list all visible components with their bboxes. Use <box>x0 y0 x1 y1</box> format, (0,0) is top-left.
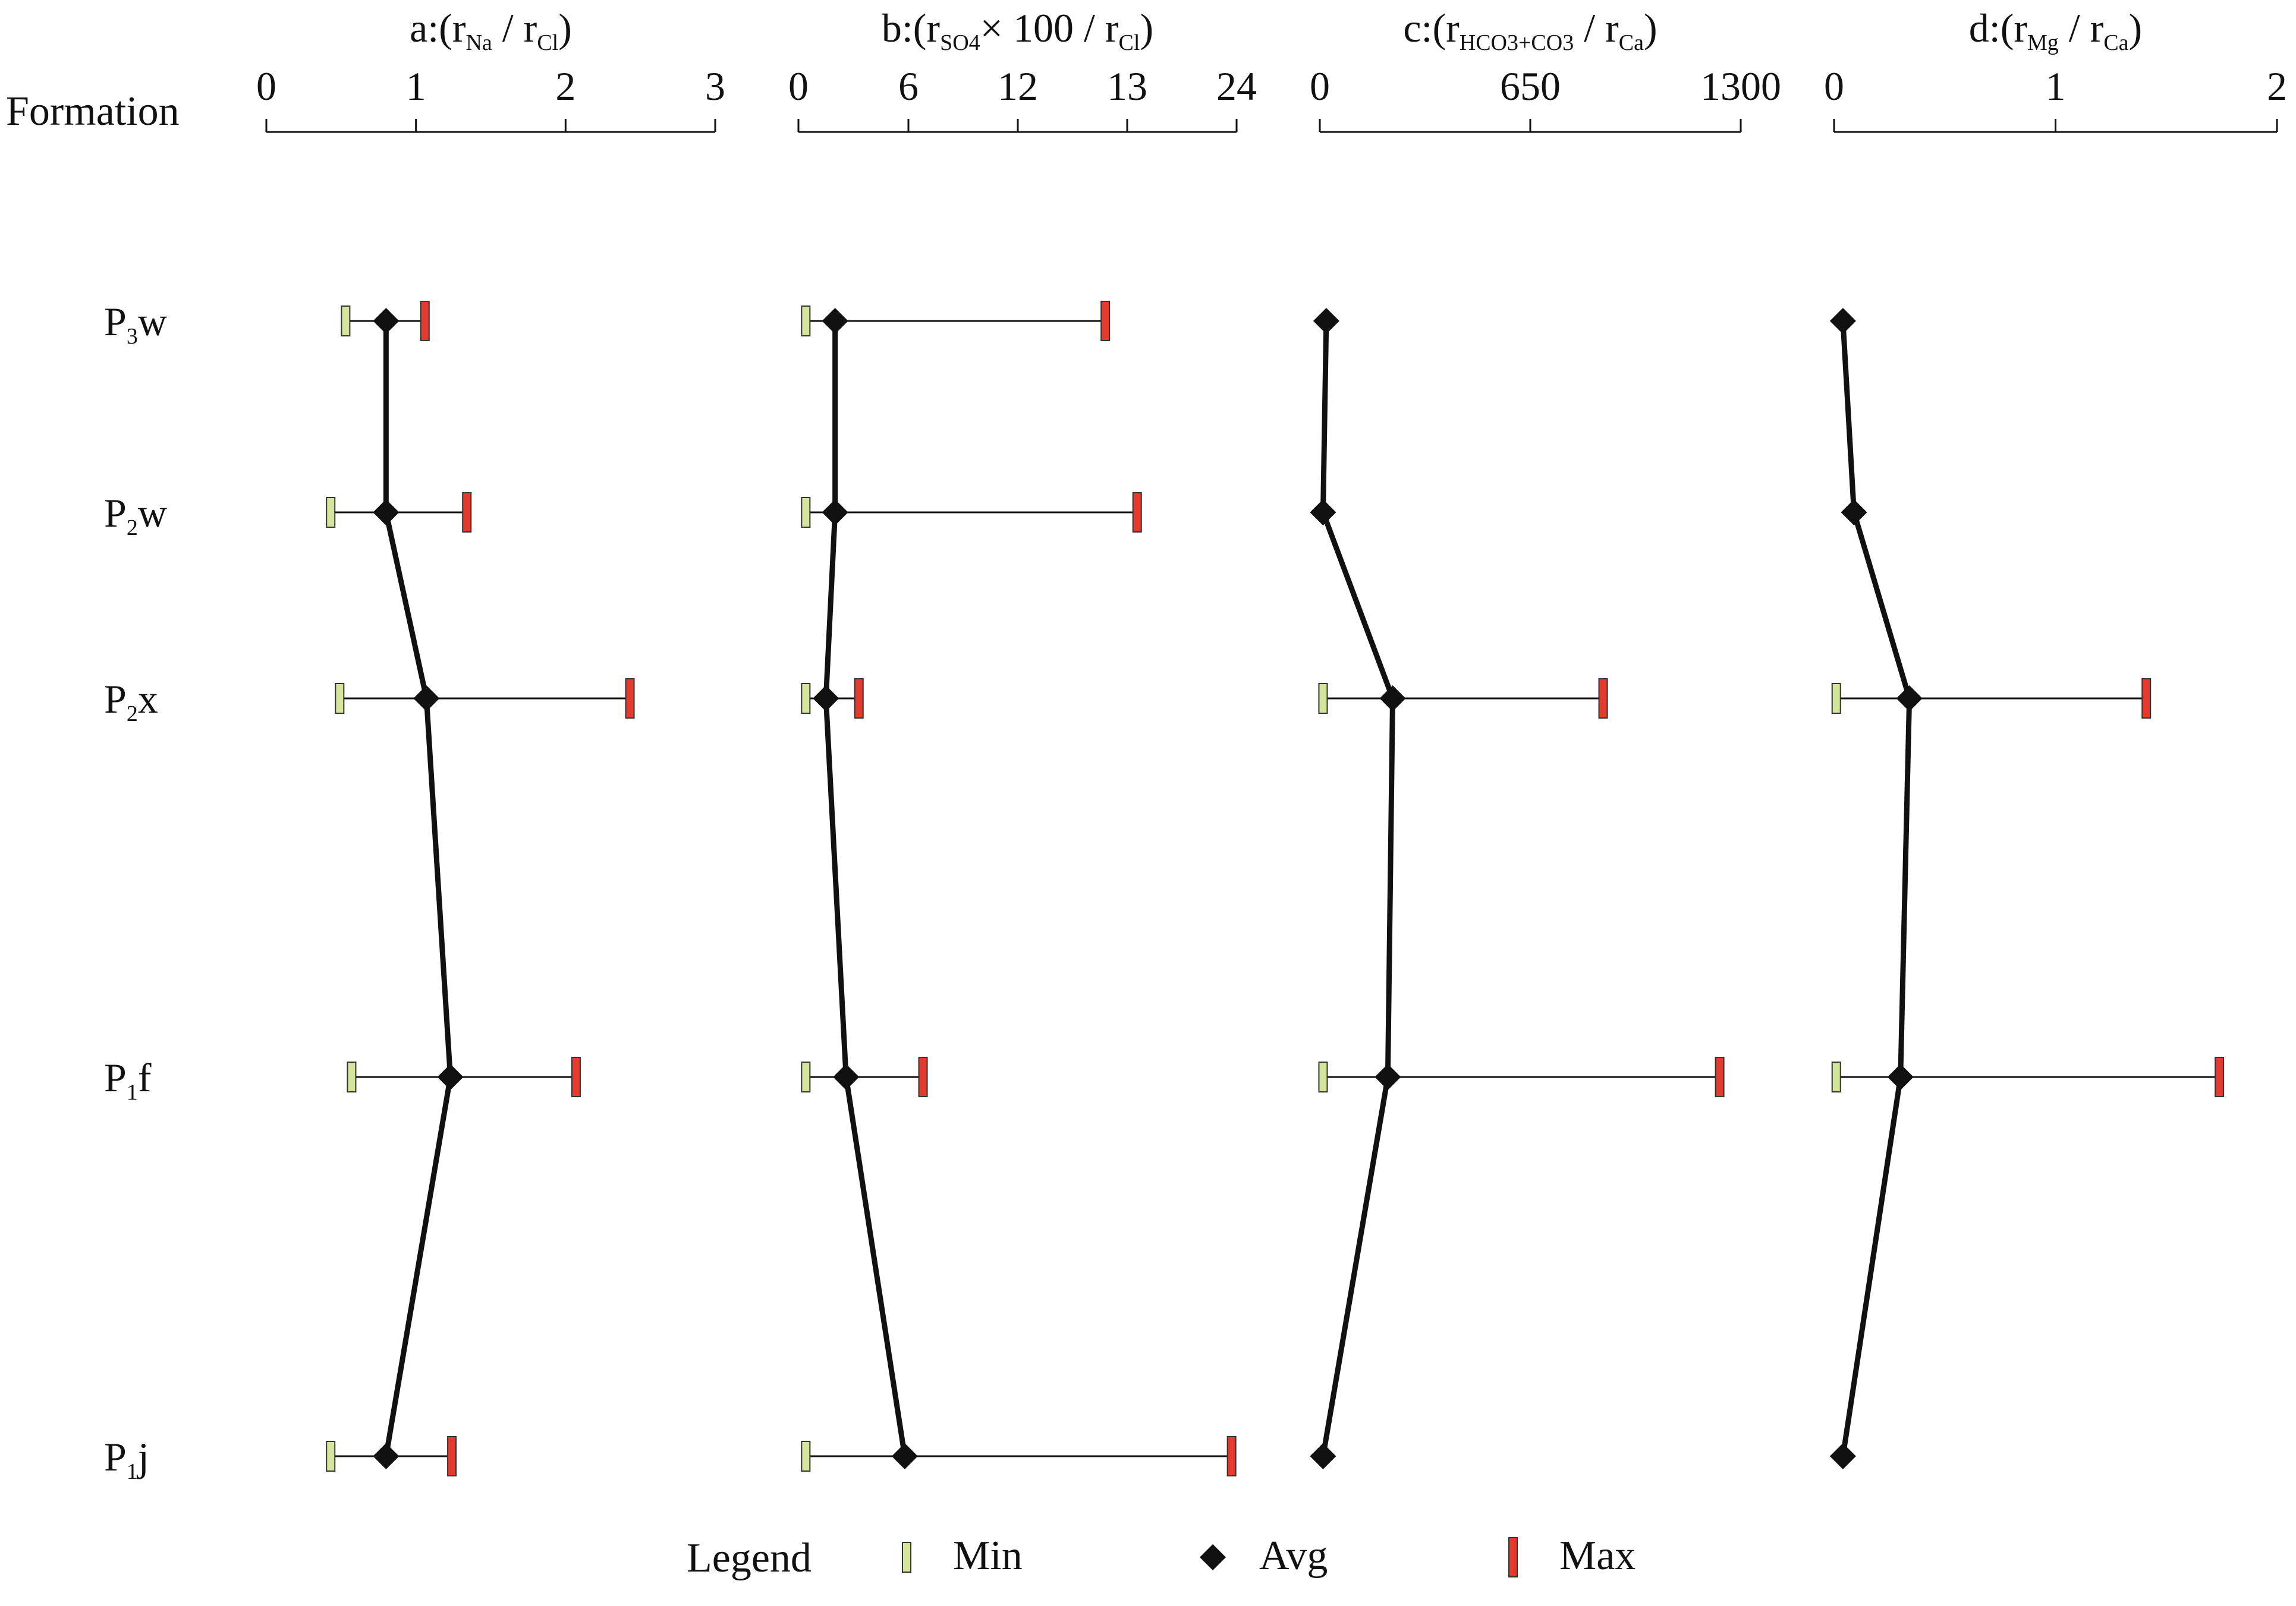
panel-b-min-P1j <box>801 1441 811 1472</box>
panel-b-tick-label-0: 0 <box>788 64 809 109</box>
panel-b-tick-label-2: 12 <box>998 64 1038 109</box>
panel-b-avg-P3w <box>822 308 848 334</box>
panel-c-avg-line <box>1320 320 1396 1457</box>
panel-b-avg-P2x <box>813 685 839 711</box>
panel-b-max-P3w <box>1100 301 1111 341</box>
panel-b-max-P2x <box>854 678 864 719</box>
legend-item-avg: Avg <box>1200 1533 1328 1579</box>
panel-a-avg-P2w <box>373 499 400 525</box>
panel-c-tick-label-2: 1300 <box>1700 64 1781 109</box>
panel-a-max-P3w <box>420 301 430 341</box>
panel-d-avg-P2x <box>1896 685 1923 711</box>
panel-a-min-P1j <box>326 1441 336 1472</box>
formation-label-P1j: P1j <box>104 1434 149 1484</box>
panel-d-avg-P1j <box>1829 1443 1856 1469</box>
panel-d: d:(rMg / rCa) 0 1 2 <box>1824 5 2287 1469</box>
panel-a: a:(rNa / rCl) 0 1 2 3 <box>256 5 725 1476</box>
panel-b-max-P1f <box>918 1057 928 1097</box>
panel-b-min-P2w <box>801 497 811 528</box>
panel-b-avg-P2w <box>822 499 848 525</box>
legend-label-max: Max <box>1559 1533 1635 1579</box>
panel-a-tick-label-1: 1 <box>406 64 426 109</box>
panel-b-tick-label-4: 24 <box>1216 64 1257 109</box>
panel-a-min-P2x <box>335 683 345 714</box>
panel-a-max-P2x <box>625 678 635 719</box>
panel-d-max-P2x <box>2141 678 2152 719</box>
legend-avg-marker <box>1200 1544 1226 1570</box>
panel-a-min-P1f <box>347 1062 357 1092</box>
legend-label-avg: Avg <box>1259 1533 1328 1579</box>
panel-c-tick-label-0: 0 <box>1310 64 1330 109</box>
panel-d-avg-P2w <box>1841 499 1867 525</box>
panel-d-min-P2x <box>1831 683 1841 714</box>
panel-b-tick-label-3: 13 <box>1107 64 1147 109</box>
legend-min-marker <box>902 1542 911 1573</box>
panel-a-avg-P3w <box>373 308 400 334</box>
panel-a-max-P2w <box>462 492 472 533</box>
formation-header: Formation <box>6 89 180 134</box>
formation-labels: P3w P2w P2x P1f P1j <box>104 299 167 1484</box>
panel-c-avg-P1f <box>1375 1064 1401 1090</box>
panel-d-title: d:(rMg / rCa) <box>1969 5 2142 55</box>
formation-label-P3w: P3w <box>104 299 167 349</box>
panel-a-avg-P1j <box>373 1443 400 1469</box>
legend-title: Legend <box>687 1535 812 1581</box>
panel-b-tick-label-1: 6 <box>898 64 919 109</box>
panel-c-min-P1f <box>1318 1062 1328 1092</box>
panel-a-max-P1f <box>571 1057 581 1097</box>
panel-b-avg-P1f <box>833 1064 860 1090</box>
panel-a-title: a:(rNa / rCl) <box>410 5 572 55</box>
panel-a-avg-P2x <box>413 685 440 711</box>
panel-d-avg-P3w <box>1829 308 1856 334</box>
panel-c-min-P2x <box>1318 683 1328 714</box>
panel-b: b:(rSO4× 100 / rCl) 0 6 12 13 24 <box>788 5 1257 1476</box>
panel-a-tick-label-3: 3 <box>705 64 725 109</box>
panel-d-tick-label-1: 1 <box>2046 64 2066 109</box>
panel-d-avg-line <box>1840 320 1913 1457</box>
panel-c-avg-P2x <box>1379 685 1406 711</box>
panel-b-min-P1f <box>801 1062 811 1092</box>
panel-c-max-P1f <box>1715 1057 1725 1097</box>
panel-a-min-P3w <box>341 306 351 336</box>
panel-c-avg-P1j <box>1310 1443 1336 1469</box>
panel-a-avg-P1f <box>437 1064 464 1090</box>
panel-a-min-P2w <box>326 497 336 528</box>
panel-b-min-P2x <box>801 683 811 714</box>
panel-d-tick-label-2: 2 <box>2267 64 2287 109</box>
panel-c: c:(rHCO3+CO3 / rCa) 0 650 1300 <box>1310 5 1781 1469</box>
panel-d-tick-label-0: 0 <box>1824 64 1844 109</box>
legend-item-min: Min <box>902 1533 1023 1579</box>
panel-d-max-P1f <box>2215 1057 2225 1097</box>
legend-item-max: Max <box>1508 1533 1635 1579</box>
panel-a-tick-label-2: 2 <box>555 64 575 109</box>
formation-label-P2x: P2x <box>104 676 158 726</box>
panel-c-max-P2x <box>1598 678 1608 719</box>
panel-a-tick-label-0: 0 <box>256 64 276 109</box>
panel-c-title: c:(rHCO3+CO3 / rCa) <box>1403 5 1657 55</box>
panel-c-tick-label-1: 650 <box>1500 64 1561 109</box>
legend: Legend Min Avg Max <box>687 1533 1635 1581</box>
panel-a-max-P1j <box>447 1436 457 1476</box>
panel-b-max-P2w <box>1132 492 1142 533</box>
panel-c-avg-P2w <box>1310 499 1336 525</box>
panel-d-avg-P1f <box>1887 1064 1914 1090</box>
legend-label-min: Min <box>953 1533 1023 1579</box>
panel-b-title: b:(rSO4× 100 / rCl) <box>882 5 1153 55</box>
panel-a-avg-line <box>383 321 454 1457</box>
panels: a:(rNa / rCl)0 1 2 3b:(rSO4× 100 / rCl)0 6 12… <box>256 5 2287 1476</box>
panel-b-avg-line <box>823 321 908 1457</box>
panel-b-min-P3w <box>801 306 811 336</box>
panel-b-avg-P1j <box>891 1443 918 1469</box>
formation-label-P1f: P1f <box>104 1055 152 1105</box>
panel-b-max-P1j <box>1226 1436 1237 1476</box>
panel-c-avg-P3w <box>1313 308 1339 334</box>
panel-d-min-P1f <box>1831 1062 1841 1092</box>
formation-label-P2w: P2w <box>104 490 167 540</box>
legend-max-marker <box>1508 1537 1518 1577</box>
